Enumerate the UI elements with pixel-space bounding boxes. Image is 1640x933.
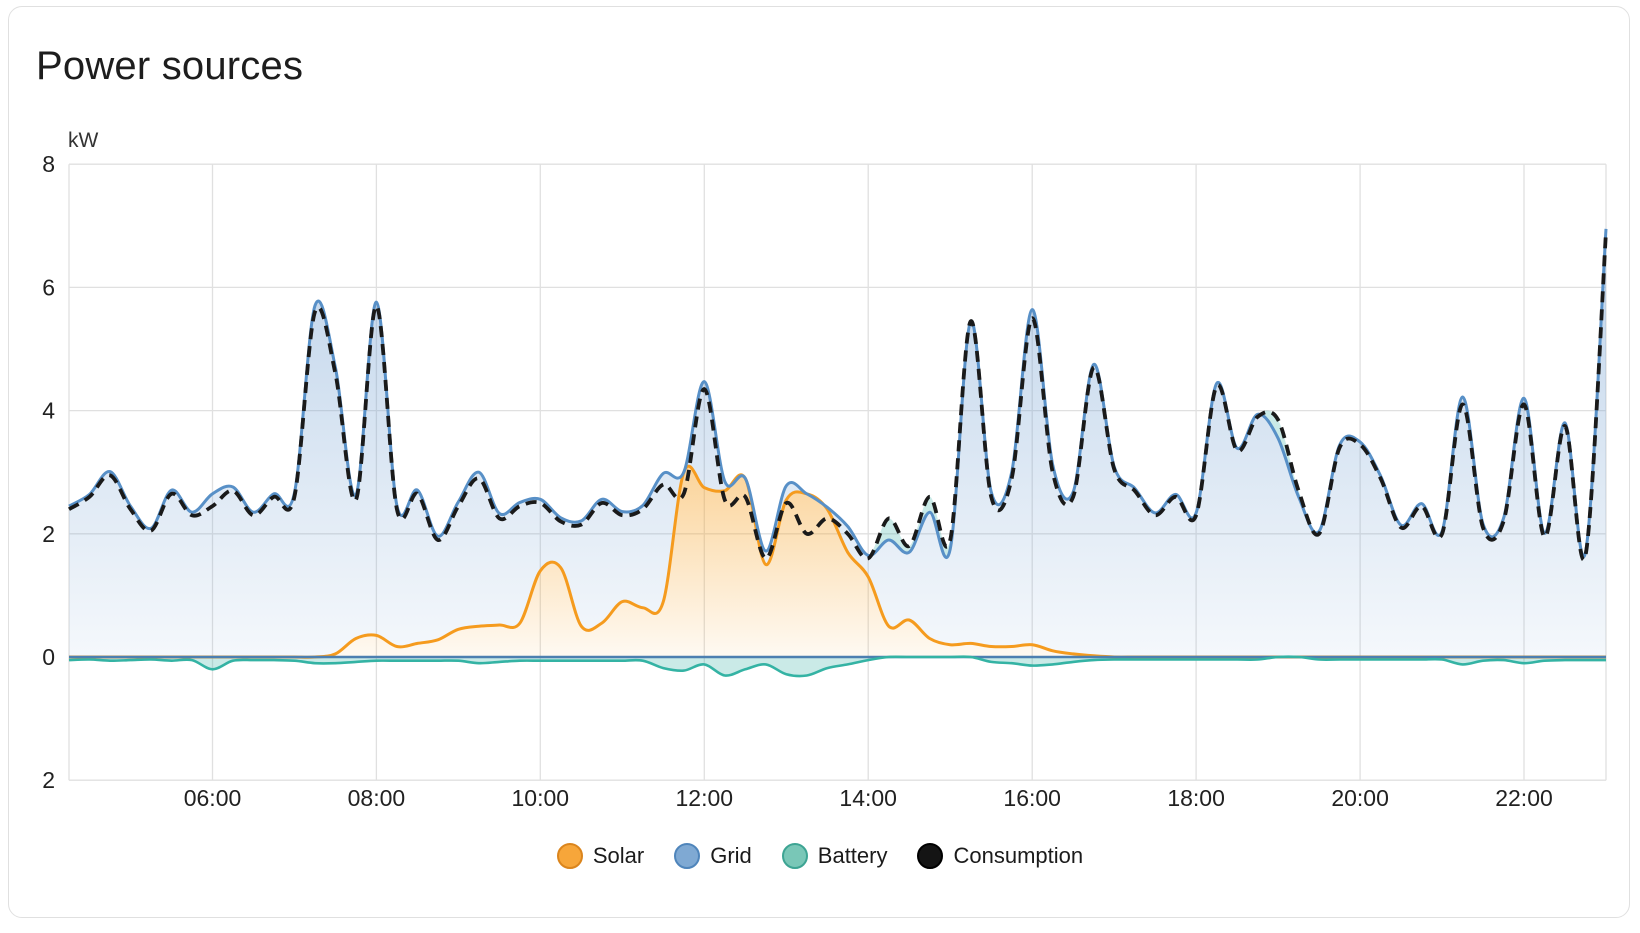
legend-item-battery[interactable]: Battery — [781, 843, 888, 869]
x-tick-label: 08:00 — [348, 785, 406, 811]
chart-lines — [68, 228, 1608, 678]
legend-item-solar[interactable]: Solar — [556, 843, 645, 869]
x-tick-label: 18:00 — [1167, 785, 1225, 811]
grid-area — [69, 228, 1606, 658]
x-axis-tick-labels: 06:00 08:00 10:00 12:00 14:00 16:00 18:00 20:00… — [184, 785, 1553, 811]
y-tick-label: 2 — [42, 521, 55, 547]
grid-legend-dot-icon — [674, 843, 701, 869]
legend-label: Grid — [710, 843, 752, 868]
x-tick-label: 22:00 — [1495, 785, 1553, 811]
y-tick-label: 8 — [42, 151, 55, 177]
solar-area — [69, 466, 1606, 658]
x-tick-label: 16:00 — [1003, 785, 1061, 811]
y-tick-label: 6 — [42, 274, 55, 300]
y-tick-label: 0 — [42, 644, 55, 670]
legend-label: Battery — [817, 843, 888, 868]
battery-area — [69, 656, 1606, 677]
page-title: Power sources — [36, 44, 304, 88]
legend-item-grid[interactable]: Grid — [674, 843, 752, 869]
consumption-line — [68, 231, 1608, 562]
x-tick-label: 14:00 — [839, 785, 897, 811]
solar-legend-dot-icon — [556, 843, 583, 869]
legend-label: Solar — [592, 843, 645, 868]
battery-legend-dot-icon — [781, 843, 808, 869]
x-tick-label: 06:00 — [184, 785, 242, 811]
battery-line — [68, 655, 1606, 678]
legend-label: Consumption — [953, 843, 1084, 868]
consumption-legend-dot-icon — [917, 843, 944, 869]
y-axis-unit-label: kW — [68, 129, 99, 152]
y-tick-label: 2 — [42, 767, 55, 793]
chart-legend: Solar Grid Battery Consumption — [0, 843, 1640, 869]
chart-areas — [69, 228, 1606, 677]
y-tick-label: 4 — [42, 398, 55, 424]
x-tick-label: 20:00 — [1331, 785, 1389, 811]
legend-item-consumption[interactable]: Consumption — [917, 843, 1083, 869]
x-tick-label: 10:00 — [512, 785, 570, 811]
x-tick-label: 12:00 — [676, 785, 734, 811]
y-axis-tick-labels: 8 6 4 2 0 2 — [42, 151, 55, 793]
